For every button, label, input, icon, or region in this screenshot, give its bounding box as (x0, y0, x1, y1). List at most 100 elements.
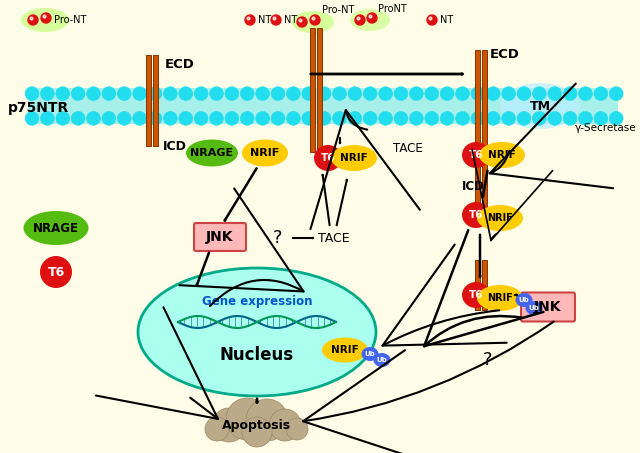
Circle shape (364, 87, 377, 101)
Circle shape (287, 87, 300, 101)
Text: Ub: Ub (529, 305, 540, 311)
Circle shape (486, 87, 500, 101)
Circle shape (302, 87, 316, 101)
Text: NRIF: NRIF (331, 345, 359, 355)
Text: NRIF: NRIF (487, 293, 513, 303)
Ellipse shape (40, 256, 72, 288)
Circle shape (440, 87, 454, 101)
Circle shape (102, 87, 116, 101)
Ellipse shape (186, 140, 238, 167)
Circle shape (317, 87, 331, 101)
FancyArrowPatch shape (323, 175, 330, 225)
Circle shape (425, 111, 438, 125)
Circle shape (357, 17, 360, 20)
Text: Nucleus: Nucleus (220, 346, 294, 364)
FancyBboxPatch shape (482, 152, 487, 220)
Circle shape (594, 111, 608, 125)
Ellipse shape (21, 8, 69, 32)
Circle shape (212, 408, 246, 442)
Circle shape (379, 87, 392, 101)
Circle shape (225, 111, 239, 125)
FancyBboxPatch shape (153, 55, 158, 146)
Circle shape (369, 15, 372, 18)
Circle shape (302, 111, 316, 125)
Circle shape (205, 417, 229, 441)
Ellipse shape (374, 353, 390, 367)
Text: JNK: JNK (534, 300, 562, 314)
Circle shape (532, 87, 547, 101)
FancyBboxPatch shape (317, 28, 322, 152)
Circle shape (117, 87, 131, 101)
Circle shape (609, 111, 623, 125)
Text: ?: ? (483, 351, 492, 369)
Circle shape (247, 17, 250, 20)
Circle shape (502, 111, 516, 125)
Circle shape (179, 87, 193, 101)
FancyArrowPatch shape (225, 169, 257, 221)
Text: TACE: TACE (393, 141, 423, 154)
Text: Ub: Ub (376, 357, 387, 363)
Text: TACE: TACE (318, 231, 350, 245)
Circle shape (132, 87, 147, 101)
Circle shape (148, 111, 162, 125)
Circle shape (594, 87, 608, 101)
FancyArrowPatch shape (483, 171, 488, 197)
Circle shape (348, 87, 362, 101)
Ellipse shape (322, 337, 368, 362)
Circle shape (148, 87, 162, 101)
Text: ECD: ECD (165, 58, 195, 71)
Circle shape (86, 87, 100, 101)
Circle shape (269, 409, 301, 441)
Text: NT: NT (258, 15, 271, 25)
FancyArrowPatch shape (196, 253, 209, 285)
Circle shape (348, 111, 362, 125)
Circle shape (256, 111, 269, 125)
Circle shape (471, 87, 484, 101)
Circle shape (56, 87, 70, 101)
Circle shape (241, 87, 254, 101)
Text: ICD: ICD (163, 140, 187, 153)
Circle shape (333, 87, 346, 101)
Text: ?: ? (273, 229, 283, 247)
Text: NRAGE: NRAGE (191, 148, 234, 158)
Text: ProNT: ProNT (378, 4, 407, 14)
Circle shape (355, 15, 365, 25)
FancyBboxPatch shape (310, 28, 315, 152)
Circle shape (271, 15, 281, 25)
Circle shape (367, 13, 377, 23)
Circle shape (312, 17, 315, 20)
Text: TM: TM (529, 100, 550, 112)
Circle shape (299, 19, 302, 22)
FancyBboxPatch shape (482, 50, 487, 152)
FancyBboxPatch shape (475, 152, 480, 220)
Text: ICD: ICD (462, 180, 485, 193)
Circle shape (333, 111, 346, 125)
Text: ECD: ECD (490, 48, 520, 61)
Circle shape (297, 17, 307, 27)
Circle shape (563, 111, 577, 125)
Text: p75NTR: p75NTR (8, 101, 69, 115)
Circle shape (71, 111, 85, 125)
Circle shape (241, 111, 254, 125)
Text: Ub: Ub (518, 297, 529, 303)
Text: γ-Secretase: γ-Secretase (575, 123, 637, 133)
Text: Pro-NT: Pro-NT (322, 5, 355, 15)
Ellipse shape (477, 205, 523, 231)
Circle shape (609, 87, 623, 101)
Text: T6: T6 (468, 290, 483, 300)
Circle shape (471, 111, 484, 125)
Circle shape (40, 87, 54, 101)
Text: Apoptosis: Apoptosis (223, 419, 292, 433)
Text: Pro-NT: Pro-NT (54, 15, 86, 25)
Circle shape (579, 87, 593, 101)
Text: T6: T6 (47, 265, 65, 279)
Circle shape (194, 87, 208, 101)
Circle shape (532, 111, 547, 125)
Circle shape (317, 111, 331, 125)
Ellipse shape (479, 142, 525, 168)
Circle shape (271, 111, 285, 125)
Text: T6: T6 (321, 153, 335, 163)
Circle shape (86, 111, 100, 125)
Circle shape (287, 111, 300, 125)
Circle shape (271, 87, 285, 101)
